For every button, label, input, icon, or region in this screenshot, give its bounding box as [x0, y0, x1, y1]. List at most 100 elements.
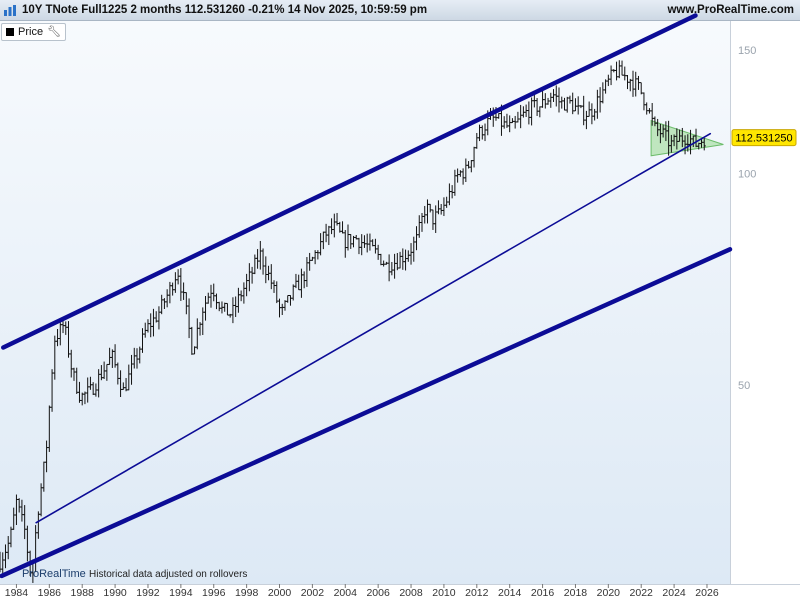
price-bar	[72, 367, 76, 381]
price-bar	[14, 494, 19, 526]
price-swatch	[6, 28, 14, 36]
price-bar	[258, 240, 262, 270]
price-bar	[1, 552, 5, 575]
price-bar	[458, 170, 462, 177]
price-bar	[335, 212, 339, 226]
triangle-shape[interactable]	[650, 119, 724, 157]
price-bar	[606, 74, 610, 87]
price-bar	[568, 95, 572, 104]
price-bar	[412, 236, 416, 262]
price-bar	[445, 196, 449, 208]
price-bar	[135, 348, 139, 369]
price-bar	[75, 367, 79, 394]
price-bar	[83, 391, 87, 405]
price-bar	[521, 106, 525, 118]
price-bar	[255, 249, 260, 269]
x-tick-label: 1988	[71, 587, 95, 599]
price-bar	[475, 132, 479, 149]
price-bar	[508, 115, 512, 133]
price-bar	[392, 253, 397, 279]
price-bar	[436, 200, 441, 215]
last-price-label: 112.531250	[735, 133, 792, 145]
price-bar	[275, 281, 279, 304]
price-bar	[428, 203, 432, 213]
price-bar	[184, 292, 188, 315]
site-link[interactable]: www.ProRealTime.com	[667, 4, 794, 16]
price-bar	[23, 505, 27, 540]
price-bar	[195, 318, 199, 350]
price-bar	[129, 354, 134, 385]
price-bar	[179, 268, 183, 301]
price-bar	[406, 250, 410, 262]
price-bar	[373, 238, 378, 254]
price-bar	[403, 249, 408, 271]
price-bar	[242, 282, 246, 304]
price-bar	[316, 250, 320, 260]
price-bar	[603, 79, 608, 94]
price-bar	[171, 282, 175, 296]
price-bar	[225, 302, 230, 316]
price-bar	[538, 106, 542, 118]
price-legend[interactable]: Price 🔧︎	[1, 23, 67, 41]
price-bar	[140, 328, 145, 353]
price-bar	[176, 269, 180, 285]
price-bar	[617, 60, 621, 79]
price-bar	[527, 101, 531, 125]
price-bar	[579, 105, 583, 109]
price-bar	[636, 75, 641, 90]
price-axis[interactable]	[730, 21, 800, 584]
price-bar	[236, 287, 241, 313]
price-bar	[6, 536, 10, 560]
price-bar	[299, 268, 304, 298]
price-bar	[593, 108, 597, 121]
x-tick-label: 1992	[136, 587, 160, 599]
price-bar	[516, 111, 520, 123]
x-tick-label: 2010	[432, 587, 456, 599]
price-bar	[477, 124, 482, 142]
price-bar	[108, 347, 112, 365]
price-bar	[390, 261, 394, 276]
price-bar	[623, 66, 627, 81]
price-bar	[234, 296, 238, 317]
x-tick-label: 2000	[268, 587, 292, 599]
price-bar	[401, 248, 405, 270]
price-bar	[138, 346, 142, 364]
price-bar	[560, 96, 564, 109]
price-bar	[431, 209, 435, 230]
price-bar	[466, 161, 471, 169]
price-bar	[116, 362, 120, 385]
price-bar	[69, 349, 73, 378]
x-tick-label: 2026	[695, 587, 719, 599]
price-bar	[228, 313, 232, 318]
price-bar	[565, 96, 569, 113]
price-bar	[217, 301, 221, 312]
price-bar	[571, 92, 575, 115]
price-bar	[302, 271, 306, 289]
price-bar	[395, 252, 399, 271]
channel-upper-line[interactable]	[1, 13, 698, 350]
x-tick-label: 1984	[5, 587, 29, 599]
channel-middle-line[interactable]	[35, 132, 712, 524]
price-bar	[253, 254, 257, 275]
price-bar	[269, 264, 273, 290]
price-bar	[510, 118, 515, 124]
price-bar	[532, 94, 536, 108]
price-bar	[354, 235, 358, 240]
price-bar	[294, 273, 298, 289]
price-bar	[25, 525, 30, 562]
price-bar	[442, 197, 446, 217]
price-bar	[39, 483, 43, 517]
price-bar	[609, 65, 613, 86]
chart-type-icon	[4, 5, 16, 16]
price-bar	[44, 440, 49, 473]
wrench-icon[interactable]: 🔧︎	[47, 26, 62, 38]
x-tick-label: 2006	[366, 587, 390, 599]
price-bar	[20, 499, 24, 522]
price-bar	[53, 335, 57, 380]
x-tick-label: 1986	[38, 587, 62, 599]
price-bar	[425, 199, 430, 224]
channel-lower-line[interactable]	[0, 247, 733, 579]
y-axis-ticks: 50 100 150	[738, 45, 756, 392]
time-axis[interactable]	[0, 584, 800, 600]
price-bar	[549, 92, 553, 108]
